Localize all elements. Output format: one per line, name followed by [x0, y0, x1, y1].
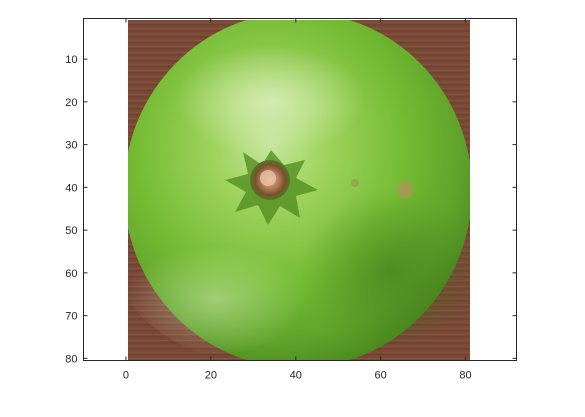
y-tick-label: 40 — [65, 182, 77, 194]
x-tick-label: 60 — [375, 370, 387, 382]
y-tick-label: 70 — [65, 311, 77, 323]
x-tick-label: 40 — [290, 370, 302, 382]
photo-image — [128, 20, 470, 361]
y-tick-label: 80 — [65, 353, 77, 365]
y-axis-ticks: 10 20 30 40 50 60 70 80 — [65, 54, 517, 365]
y-tick-label: 30 — [65, 140, 77, 152]
fruit-highlight — [175, 45, 365, 155]
blemish — [397, 182, 413, 198]
x-tick-label: 80 — [459, 370, 471, 382]
y-tick-label: 60 — [65, 268, 77, 280]
y-tick-label: 10 — [65, 54, 77, 66]
y-tick-label: 50 — [65, 225, 77, 237]
y-tick-label: 20 — [65, 97, 77, 109]
x-axis-ticks: 0 20 40 60 80 — [123, 18, 472, 382]
axes-box — [83, 18, 517, 361]
x-tick-label: 20 — [205, 370, 217, 382]
x-tick-label: 0 — [123, 370, 129, 382]
